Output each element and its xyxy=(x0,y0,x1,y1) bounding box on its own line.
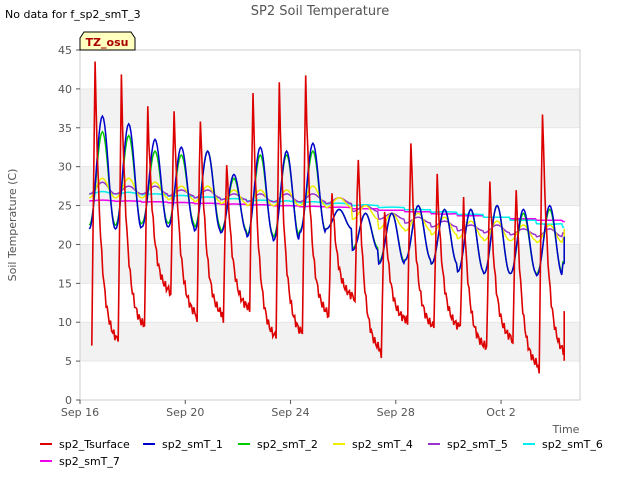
legend-label: sp2_smT_2 xyxy=(257,438,318,451)
legend-label: sp2_smT_5 xyxy=(447,438,508,451)
y-tick-label: 45 xyxy=(58,44,72,57)
y-tick-label: 20 xyxy=(58,238,72,251)
band xyxy=(80,322,580,362)
legend-label: sp2_smT_7 xyxy=(59,455,120,468)
y-axis-label: Soil Temperature (C) xyxy=(6,169,19,282)
x-tick-label: Sep 28 xyxy=(377,406,415,419)
x-axis-label: Time xyxy=(552,423,580,436)
legend-item-sp2-smT-4: sp2_smT_4 xyxy=(333,438,413,451)
chart-title: SP2 Soil Temperature xyxy=(251,4,389,19)
y-tick-label: 40 xyxy=(58,83,72,96)
y-tick-label: 35 xyxy=(58,122,72,135)
y-tick-label: 0 xyxy=(65,394,72,407)
x-tick-label: Oct 2 xyxy=(486,406,516,419)
y-tick-label: 25 xyxy=(58,200,72,213)
series-lines xyxy=(88,61,565,374)
y-axis-ticks: 0 5 10 15 20 25 30 35 40 45 xyxy=(58,44,80,407)
legend-label: sp2_smT_6 xyxy=(542,438,603,451)
plot-frame xyxy=(79,49,581,401)
y-tick-label: 15 xyxy=(58,277,72,290)
tz-badge: TZ_osu xyxy=(79,31,136,51)
legend-item-sp2-Tsurface: sp2_Tsurface xyxy=(40,438,130,451)
y-tick-label: 5 xyxy=(65,355,72,368)
band xyxy=(80,88,580,128)
legend-label: sp2_smT_1 xyxy=(162,438,223,451)
x-tick-label: Sep 24 xyxy=(271,406,309,419)
legend: sp2_Tsurface sp2_smT_1 sp2_smT_2 sp2_smT_4 s… xyxy=(40,438,603,468)
legend-item-sp2-smT-6: sp2_smT_6 xyxy=(523,438,603,451)
legend-item-sp2-smT-5: sp2_smT_5 xyxy=(428,438,508,451)
tz-badge-label: TZ_osu xyxy=(86,36,129,49)
series-line-sp2-Tsurface xyxy=(91,61,565,374)
legend-label: sp2_Tsurface xyxy=(59,438,130,451)
legend-label: sp2_smT_4 xyxy=(352,438,413,451)
legend-item-sp2-smT-2: sp2_smT_2 xyxy=(238,438,318,451)
no-data-note: No data for f_sp2_smT_3 xyxy=(5,8,141,21)
legend-item-sp2-smT-7: sp2_smT_7 xyxy=(40,455,120,468)
x-axis-ticks: Sep 16 Sep 20 Sep 24 Sep 28 Oct 2 xyxy=(61,400,516,419)
y-tick-label: 30 xyxy=(58,161,72,174)
x-tick-label: Sep 20 xyxy=(166,406,204,419)
legend-item-sp2-smT-1: sp2_smT_1 xyxy=(143,438,223,451)
x-tick-label: Sep 16 xyxy=(61,406,99,419)
y-tick-label: 10 xyxy=(58,316,72,329)
